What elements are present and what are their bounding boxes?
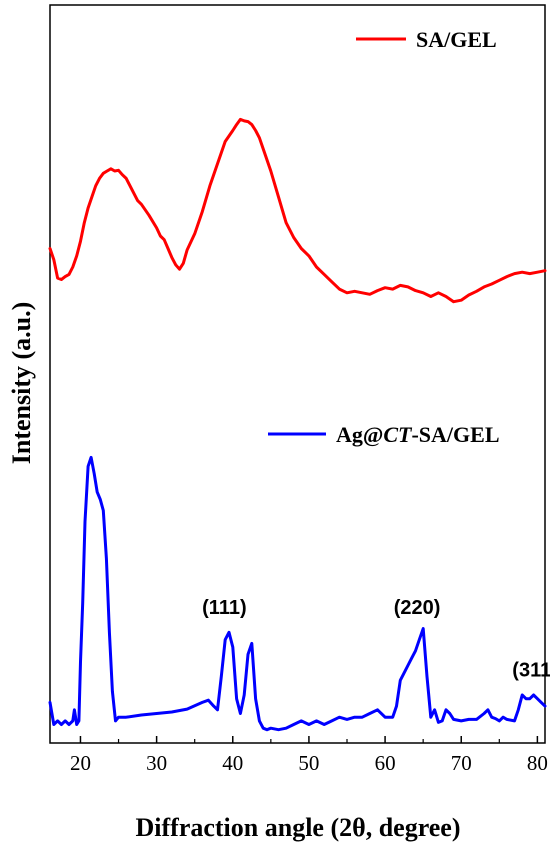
x-tick-label: 50: [298, 751, 319, 775]
peak-label-1: (220): [394, 597, 441, 619]
peak-annotations: (111) (220) (311): [202, 597, 550, 682]
x-tick-label: 30: [146, 751, 167, 775]
x-tick-label: 70: [451, 751, 472, 775]
legend-label-1: Ag@CT-SA/GEL: [336, 422, 500, 447]
legend-label-0: SA/GEL: [416, 27, 497, 52]
y-axis-title: Intensity (a.u.): [7, 302, 36, 465]
series-line-0: [48, 117, 547, 304]
x-tick-label: 40: [222, 751, 243, 775]
plot-border: [49, 4, 546, 744]
x-tick-label: 80: [527, 751, 548, 775]
peak-label-2: (311): [512, 660, 550, 682]
x-axis-title: Diffraction angle (2θ, degree): [136, 813, 461, 842]
series-line-1: [48, 455, 547, 732]
x-axis-ticks: 20 30 40 50 60 70 80: [70, 736, 548, 775]
legend: SA/GEL Ag@CT-SA/GEL: [268, 27, 500, 447]
plot-frame: [49, 4, 546, 744]
x-tick-label: 20: [70, 751, 91, 775]
peak-label-0: (111): [202, 597, 246, 619]
x-tick-label: 60: [375, 751, 396, 775]
series-layer: [48, 117, 547, 732]
